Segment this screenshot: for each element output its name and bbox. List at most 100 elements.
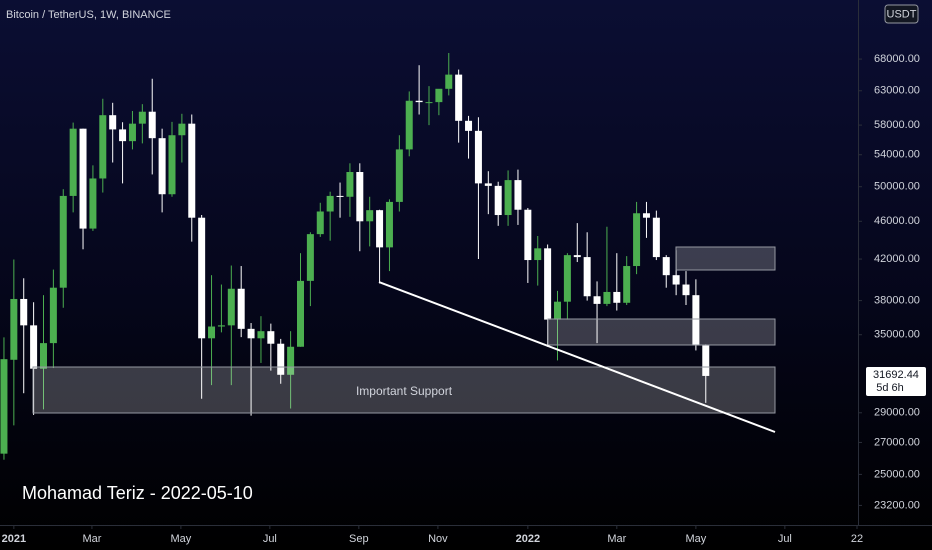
candle-body — [287, 346, 295, 375]
candle-body — [682, 284, 690, 296]
candle-body — [79, 128, 87, 229]
candle-body — [524, 209, 532, 261]
watermark: Mohamad Teriz - 2022-05-10 — [22, 483, 253, 503]
candle-body — [227, 288, 235, 326]
candle-body — [544, 248, 552, 320]
candle-body — [69, 128, 77, 196]
candle-body — [39, 343, 47, 369]
y-tick-label: 35000.00 — [874, 329, 920, 341]
currency-badge[interactable] — [884, 4, 919, 24]
y-tick-label: 42000.00 — [874, 253, 920, 265]
candle-body — [415, 100, 423, 103]
candle-body — [109, 115, 117, 130]
y-tick-label: 50000.00 — [874, 181, 920, 193]
candle-body — [652, 217, 660, 258]
candle-body — [494, 185, 502, 216]
x-tick-label: 22 — [851, 533, 863, 545]
x-tick-label: 2022 — [516, 533, 540, 545]
y-tick-label: 46000.00 — [874, 215, 920, 227]
x-tick-label: Jul — [263, 533, 277, 545]
candle-body — [30, 325, 38, 369]
candle-body — [296, 280, 304, 347]
candle-body — [366, 210, 374, 222]
candle-body — [465, 120, 473, 131]
last-price-badge — [866, 367, 926, 396]
candle-body — [89, 178, 97, 229]
resistance-zone — [547, 318, 776, 346]
last-price: 31692.44 — [873, 369, 919, 381]
currency-label: USDT — [887, 8, 917, 20]
x-tick-label: Nov — [428, 533, 448, 545]
y-tick-label: 29000.00 — [874, 407, 920, 419]
candle-body — [168, 135, 176, 195]
y-tick-label: 27000.00 — [874, 436, 920, 448]
candle-body — [178, 123, 186, 136]
candle-body — [623, 266, 631, 303]
candle-body — [277, 343, 285, 375]
x-tick-label: May — [685, 533, 706, 545]
x-tick-label: 2021 — [2, 533, 26, 545]
y-tick-label: 54000.00 — [874, 149, 920, 161]
candle-body — [484, 183, 492, 186]
candle-body — [217, 325, 225, 327]
candle-body — [425, 102, 433, 104]
candle-body — [148, 111, 156, 139]
y-tick-label: 38000.00 — [874, 295, 920, 307]
candle-body — [613, 291, 621, 303]
candle-body — [633, 213, 641, 267]
candle-body — [395, 149, 403, 202]
candle-body — [99, 115, 107, 179]
trend-line — [378, 281, 776, 433]
x-tick-label: May — [171, 533, 192, 545]
candle-body — [119, 129, 127, 142]
y-tick-label: 23200.00 — [874, 499, 920, 511]
candle-body — [10, 298, 18, 360]
candle-body — [603, 291, 611, 304]
candle-body — [514, 180, 522, 210]
candle-body — [435, 88, 443, 103]
candle-body — [188, 123, 196, 218]
candle-body — [563, 255, 571, 302]
candles — [0, 53, 710, 460]
candle-body — [455, 74, 463, 121]
candle-body — [385, 201, 393, 248]
candle-body — [662, 257, 670, 276]
candle-body — [573, 255, 581, 258]
x-tick-label: Sep — [349, 533, 369, 545]
candle-body — [0, 359, 8, 454]
candle-body — [504, 180, 512, 216]
candle-body — [702, 345, 710, 376]
y-tick-label: 25000.00 — [874, 468, 920, 480]
y-tick-label: 63000.00 — [874, 85, 920, 97]
chart-title: Bitcoin / TetherUS, 1W, BINANCE — [6, 9, 171, 21]
x-tick-label: Mar — [607, 533, 626, 545]
candle-body — [405, 100, 413, 150]
candle-body — [356, 172, 364, 222]
x-tick-label: Mar — [82, 533, 101, 545]
candle-body — [534, 248, 542, 261]
candle-body — [376, 210, 384, 248]
zone-label: Important Support — [356, 384, 453, 398]
candle-body — [208, 326, 216, 339]
candle-body — [267, 331, 275, 344]
support-zone — [32, 366, 776, 414]
candle-body — [445, 74, 453, 89]
candle-body — [20, 298, 28, 326]
candle-body — [593, 296, 601, 304]
candle-body — [642, 213, 650, 218]
candle-body — [474, 130, 482, 184]
y-tick-label: 68000.00 — [874, 53, 920, 65]
candle-body — [257, 331, 265, 339]
candle-body — [554, 301, 562, 320]
candle-body — [49, 287, 57, 344]
candle-body — [306, 234, 314, 281]
countdown: 5d 6h — [876, 382, 904, 394]
candle-body — [128, 123, 136, 142]
candle-body — [316, 211, 324, 235]
candle-body — [237, 288, 245, 329]
candle-body — [326, 195, 334, 212]
candle-body — [158, 138, 166, 195]
